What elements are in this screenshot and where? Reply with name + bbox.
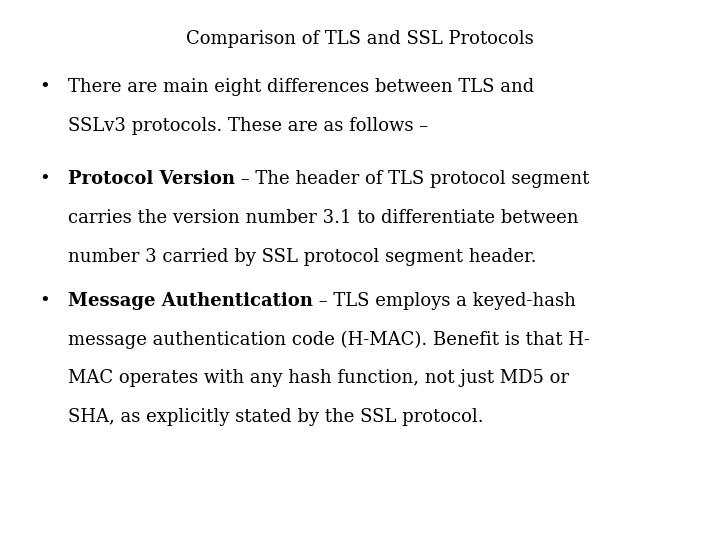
Text: •: • (40, 170, 50, 188)
Text: SSLv3 protocols. These are as follows –: SSLv3 protocols. These are as follows – (68, 117, 428, 135)
Text: – The header of TLS protocol segment: – The header of TLS protocol segment (235, 170, 590, 188)
Text: message authentication code (H-MAC). Benefit is that H-: message authentication code (H-MAC). Ben… (68, 330, 590, 349)
Text: •: • (40, 292, 50, 309)
Text: SHA, as explicitly stated by the SSL protocol.: SHA, as explicitly stated by the SSL pro… (68, 408, 484, 426)
Text: – TLS employs a keyed-hash: – TLS employs a keyed-hash (313, 292, 576, 309)
Text: Comparison of TLS and SSL Protocols: Comparison of TLS and SSL Protocols (186, 30, 534, 48)
Text: Message Authentication: Message Authentication (68, 292, 313, 309)
Text: There are main eight differences between TLS and: There are main eight differences between… (68, 78, 535, 96)
Text: •: • (40, 78, 50, 96)
Text: MAC operates with any hash function, not just MD5 or: MAC operates with any hash function, not… (68, 369, 570, 387)
Text: number 3 carried by SSL protocol segment header.: number 3 carried by SSL protocol segment… (68, 248, 537, 266)
Text: Protocol Version: Protocol Version (68, 170, 235, 188)
Text: carries the version number 3.1 to differentiate between: carries the version number 3.1 to differ… (68, 209, 579, 227)
